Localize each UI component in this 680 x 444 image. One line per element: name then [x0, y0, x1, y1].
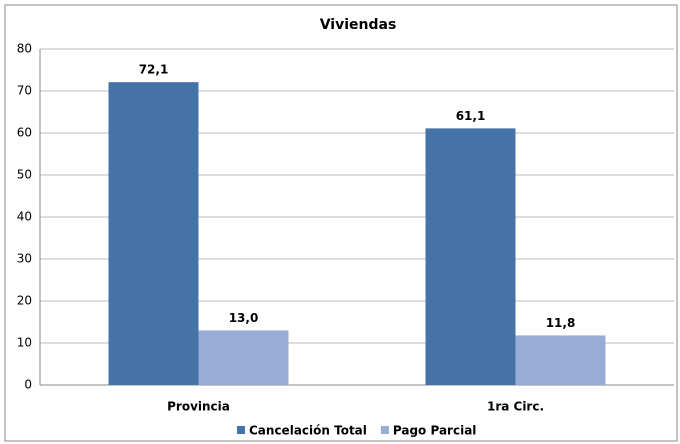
y-tick-label: 20	[17, 294, 32, 308]
y-tick-label: 70	[17, 84, 32, 98]
y-tick-label: 30	[17, 252, 32, 266]
data-label: 11,8	[546, 316, 576, 330]
bar	[515, 335, 606, 385]
legend-swatch	[237, 426, 245, 434]
data-label: 72,1	[139, 63, 169, 77]
x-tick-label: Provincia	[167, 400, 230, 414]
data-label: 13,0	[229, 311, 259, 325]
legend-label: Pago Parcial	[393, 424, 477, 438]
bar	[425, 128, 516, 385]
data-label: 61,1	[456, 109, 486, 123]
y-tick-label: 60	[17, 126, 32, 140]
bar	[108, 82, 199, 386]
y-tick-label: 10	[17, 336, 32, 350]
y-tick-label: 80	[17, 42, 32, 56]
y-tick-label: 40	[17, 210, 32, 224]
y-tick-label: 50	[17, 168, 32, 182]
legend-swatch	[380, 426, 389, 434]
chart-title: Viviendas	[320, 17, 397, 33]
legend-label: Cancelación Total	[249, 424, 367, 438]
y-tick-label: 0	[24, 378, 32, 392]
x-tick-label: 1ra Circ.	[487, 400, 544, 414]
bar	[198, 330, 289, 385]
